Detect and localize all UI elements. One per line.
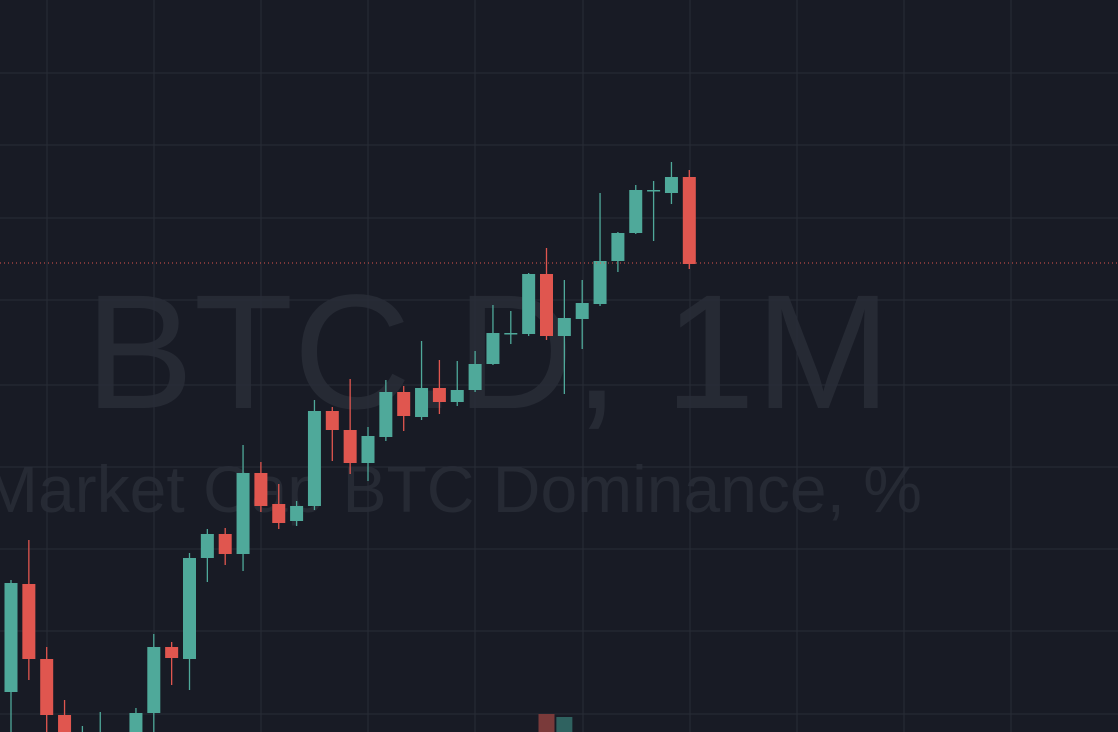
- candle-body: [379, 392, 393, 437]
- candle-body: [540, 274, 553, 336]
- candle-body: [557, 318, 571, 336]
- candle-body: [200, 534, 214, 558]
- candle-body: [254, 473, 268, 506]
- candle-body: [40, 659, 54, 715]
- candle-body: [325, 411, 339, 430]
- candle-body: [415, 388, 429, 417]
- candle-body: [611, 233, 625, 261]
- volume-bars: [538, 714, 573, 732]
- volume-bar: [556, 717, 573, 732]
- candle-body: [290, 506, 304, 521]
- candle-body: [593, 261, 607, 304]
- candle-body: [575, 303, 589, 319]
- candle-body: [647, 190, 661, 192]
- candle-body: [307, 411, 321, 506]
- candles: [4, 162, 696, 732]
- volume-bar: [538, 714, 555, 732]
- candle-body: [682, 177, 696, 264]
- candle-body: [522, 274, 536, 334]
- candle-body: [58, 715, 72, 732]
- candle-body: [147, 647, 161, 713]
- candle-body: [165, 647, 179, 658]
- candle-body: [450, 390, 464, 402]
- candle-body: [4, 583, 18, 692]
- candle-body: [272, 504, 286, 523]
- candle-body: [343, 430, 357, 463]
- candle-body: [22, 584, 36, 659]
- candle-body: [504, 333, 518, 335]
- candle-body: [432, 388, 446, 402]
- candle-body: [468, 364, 482, 390]
- candle-body: [629, 190, 643, 233]
- candle-body: [218, 534, 232, 554]
- candle-body: [129, 713, 143, 732]
- candle-body: [397, 392, 411, 416]
- candle-body: [664, 177, 678, 193]
- candle-body: [236, 473, 250, 554]
- candle-body: [486, 333, 500, 364]
- candle-body: [183, 558, 196, 659]
- candle-body: [361, 436, 375, 463]
